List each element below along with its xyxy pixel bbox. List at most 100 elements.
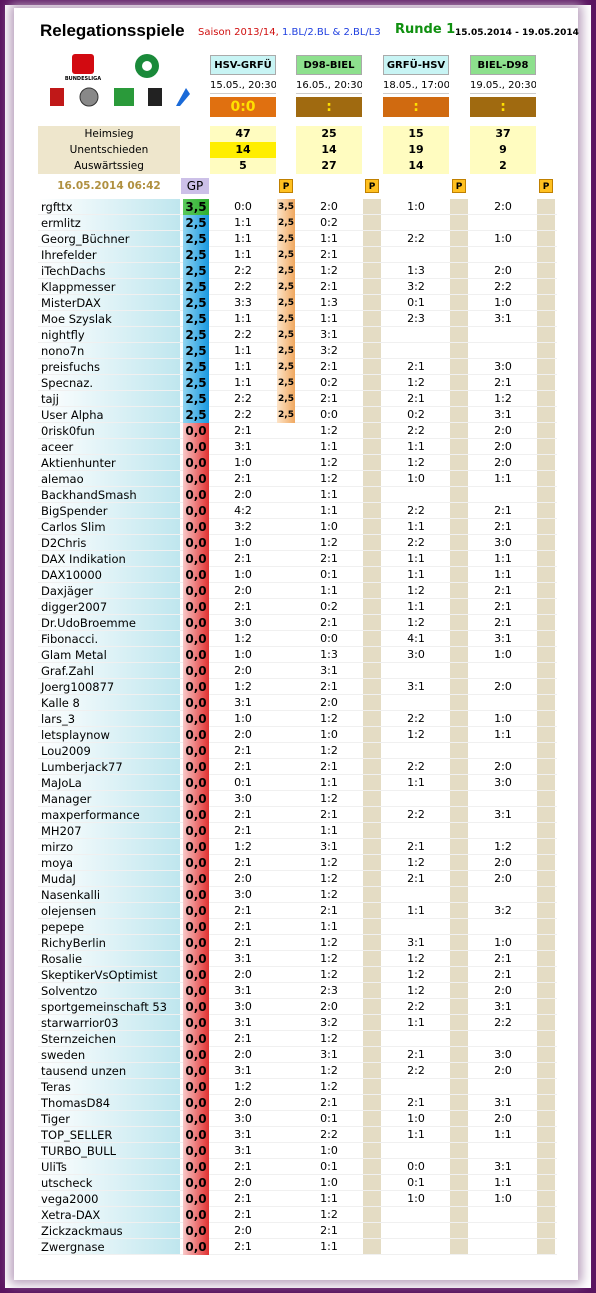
- gp-value: 0,0: [183, 695, 209, 711]
- gp-value: 0,0: [183, 1111, 209, 1127]
- tip: 1:0: [407, 200, 425, 213]
- row-line: [38, 1046, 557, 1047]
- tip: 2:1: [320, 552, 338, 565]
- tip: 1:1: [234, 216, 252, 229]
- tip: 1:1: [407, 776, 425, 789]
- stat-value: 19: [383, 142, 449, 158]
- tip: 1:0: [494, 232, 512, 245]
- tip: 1:1: [407, 1016, 425, 1029]
- p-header: P: [365, 179, 379, 193]
- name-column: [38, 199, 180, 1255]
- tip: 2:1: [320, 616, 338, 629]
- p-value: 2,5: [277, 343, 295, 359]
- player-name: DAX10000: [41, 568, 102, 582]
- tip: 3:2: [320, 1016, 338, 1029]
- tip: 2:1: [234, 1240, 252, 1253]
- gp-value: 0,0: [183, 519, 209, 535]
- tip: 2:1: [320, 280, 338, 293]
- tip: 1:1: [320, 920, 338, 933]
- tip: 2:1: [494, 504, 512, 517]
- gp-value: 2,5: [183, 247, 209, 263]
- tip: 0:0: [234, 200, 252, 213]
- tip: 2:0: [494, 760, 512, 773]
- match-score: :: [383, 97, 449, 117]
- match-date: 19.05., 20:30: [470, 78, 536, 94]
- row-line: [38, 934, 557, 935]
- player-name: utscheck: [41, 1176, 93, 1190]
- tip: 2:0: [234, 584, 252, 597]
- tip: 2:2: [234, 392, 252, 405]
- gp-value: 0,0: [183, 535, 209, 551]
- tip: 3:1: [320, 664, 338, 677]
- tip: 0:2: [320, 376, 338, 389]
- player-name: Manager: [41, 792, 92, 806]
- player-name: iTechDachs: [41, 264, 106, 278]
- stat-value: 47: [210, 126, 276, 142]
- row-line: [38, 1238, 557, 1239]
- stat-label: Auswärtssieg: [38, 158, 180, 174]
- player-name: vega2000: [41, 1192, 99, 1206]
- tip: 2:2: [407, 424, 425, 437]
- tip: 3:0: [234, 1000, 252, 1013]
- tip: 2:1: [320, 360, 338, 373]
- row-line: [38, 310, 557, 311]
- gp-value: 0,0: [183, 935, 209, 951]
- tip: 1:0: [494, 296, 512, 309]
- tip: 3:1: [234, 1128, 252, 1141]
- row-line: [38, 614, 557, 615]
- player-name: Fibonacci.: [41, 632, 99, 646]
- gp-value: 0,0: [183, 903, 209, 919]
- tip: 2:0: [494, 856, 512, 869]
- row-line: [38, 1190, 557, 1191]
- tip: 2:1: [407, 872, 425, 885]
- row-line: [38, 630, 557, 631]
- p-value: 2,5: [277, 327, 295, 343]
- tip: 1:2: [407, 456, 425, 469]
- gp-value: 0,0: [183, 647, 209, 663]
- row-line: [38, 326, 557, 327]
- player-name: ermlitz: [41, 216, 81, 230]
- gp-value: 0,0: [183, 887, 209, 903]
- player-name: mirzo: [41, 840, 74, 854]
- row-line: [38, 550, 557, 551]
- row-line: [38, 822, 557, 823]
- row-line: [38, 1222, 557, 1223]
- player-name: Dr.UdoBroemme: [41, 616, 136, 630]
- tip: 1:1: [407, 520, 425, 533]
- tip: 1:1: [494, 1128, 512, 1141]
- tip: 1:2: [320, 744, 338, 757]
- tip: 1:2: [407, 376, 425, 389]
- tip: 2:2: [407, 232, 425, 245]
- round: Runde 1: [395, 22, 456, 37]
- row-line: [38, 742, 557, 743]
- player-name: moya: [41, 856, 74, 870]
- gp-value: 0,0: [183, 599, 209, 615]
- p-value: 2,5: [277, 295, 295, 311]
- tip: 1:1: [234, 248, 252, 261]
- tip: 1:3: [407, 264, 425, 277]
- row-line: [38, 534, 557, 535]
- tip: 1:0: [320, 1176, 338, 1189]
- tip: 3:1: [234, 696, 252, 709]
- player-name: aceer: [41, 440, 74, 454]
- tip: 2:2: [407, 808, 425, 821]
- tip: 1:1: [320, 488, 338, 501]
- row-line: [38, 1254, 557, 1255]
- tip: 2:0: [494, 424, 512, 437]
- tip: 3:1: [234, 1144, 252, 1157]
- tip: 1:2: [407, 856, 425, 869]
- tip: 2:1: [234, 1032, 252, 1045]
- player-name: digger2007: [41, 600, 108, 614]
- match-score: :: [296, 97, 362, 117]
- row-line: [38, 1206, 557, 1207]
- tip: 2:1: [320, 248, 338, 261]
- row-line: [38, 950, 557, 951]
- season: Saison 2013/14,: [198, 27, 279, 38]
- tip: 2:1: [494, 600, 512, 613]
- player-name: Carlos Slim: [41, 520, 106, 534]
- tip: 2:1: [234, 824, 252, 837]
- row-line: [38, 886, 557, 887]
- row-line: [38, 966, 557, 967]
- tip: 2:2: [320, 1128, 338, 1141]
